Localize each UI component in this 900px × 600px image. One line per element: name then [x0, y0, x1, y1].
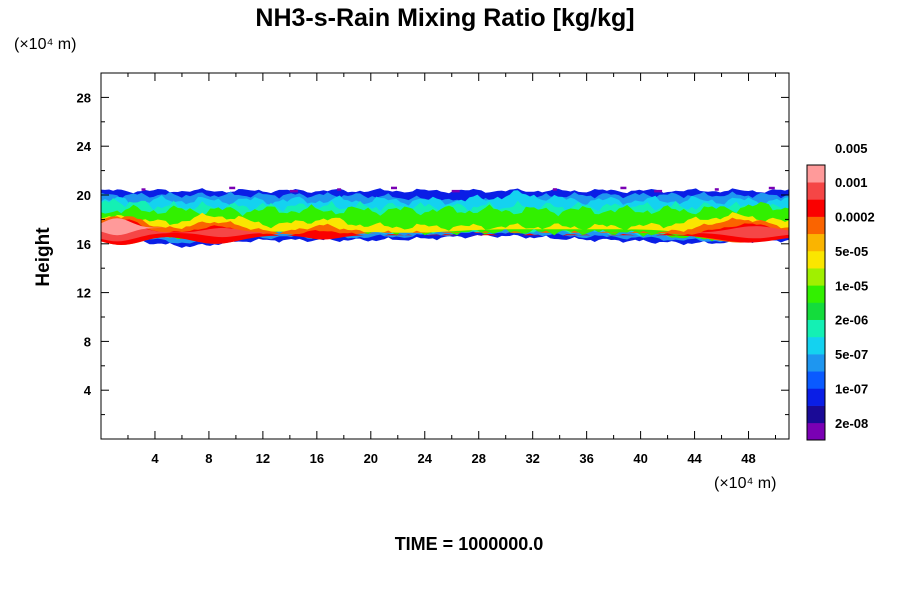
x-tick-label: 16 — [310, 451, 324, 466]
x-tick-label: 24 — [418, 451, 433, 466]
y-tick-label: 28 — [77, 90, 91, 105]
x-tick-label: 28 — [471, 451, 485, 466]
y-tick-label: 8 — [84, 334, 91, 349]
y-tick-label: 24 — [77, 139, 92, 154]
colorbar-swatch — [807, 405, 825, 424]
colorbar-label: 0.001 — [835, 175, 868, 190]
contour-speck — [391, 186, 397, 190]
colorbar: 2e-08 1e-07 5e-07 2e-06 1e-05 5e-05 0.0002 0.00… — [806, 141, 875, 441]
colorbar-swatch — [807, 336, 825, 355]
colorbar-swatch — [807, 302, 825, 320]
colorbar-swatch — [807, 388, 825, 406]
colorbar-swatch — [807, 199, 825, 217]
x-tick-label: 40 — [633, 451, 647, 466]
x-unit-label: (×10⁴ m) — [714, 475, 776, 492]
contour-speck — [141, 188, 146, 191]
colorbar-swatch — [807, 285, 825, 303]
x-tick-label: 32 — [525, 451, 539, 466]
contour-speck — [229, 186, 236, 190]
colorbar-label: 1e-05 — [835, 278, 868, 293]
colorbar-swatch — [807, 319, 825, 338]
colorbar-swatch — [807, 233, 825, 252]
plot-frame — [100, 72, 790, 440]
contour-speck — [337, 188, 342, 191]
contour-speck — [451, 189, 460, 193]
y-unit-label: (×10⁴ m) — [14, 36, 76, 53]
chart-title: NH3-s-Rain Mixing Ratio [kg/kg] — [255, 4, 634, 32]
colorbar-label: 0.005 — [835, 141, 868, 156]
colorbar-label: 5e-05 — [835, 244, 868, 259]
y-tick-label: 12 — [77, 286, 91, 301]
contour-speck — [620, 186, 627, 190]
y-tick-label: 4 — [84, 383, 92, 398]
colorbar-frame — [806, 164, 826, 441]
x-tick-label: 12 — [256, 451, 270, 466]
time-label: TIME = 1000000.0 — [395, 534, 544, 554]
contour-speck — [768, 186, 775, 190]
colorbar-swatch — [807, 371, 825, 389]
contour-band-8 — [101, 220, 789, 242]
contour-speck — [654, 189, 663, 193]
colorbar-swatch — [807, 422, 825, 441]
colorbar-swatch — [807, 216, 825, 235]
colorbar-swatch — [807, 165, 825, 183]
contour-speck — [714, 188, 719, 191]
y-tick-label: 16 — [77, 237, 91, 252]
contour-speck — [552, 188, 557, 191]
x-tick-label: 8 — [205, 451, 212, 466]
contour-speck — [289, 189, 298, 193]
colorbar-label: 0.0002 — [835, 210, 875, 225]
colorbar-swatch — [807, 182, 825, 200]
colorbar-swatch — [807, 268, 825, 286]
y-tick-label: 20 — [77, 188, 91, 203]
colorbar-swatch — [807, 354, 825, 372]
colorbar-label: 2e-06 — [835, 313, 868, 328]
x-tick-label: 48 — [741, 451, 755, 466]
x-tick-label: 44 — [687, 451, 702, 466]
x-tick-label: 20 — [364, 451, 378, 466]
colorbar-label: 2e-08 — [835, 416, 868, 431]
contour-field — [101, 186, 789, 248]
x-tick-label: 4 — [151, 451, 159, 466]
colorbar-label: 5e-07 — [835, 347, 868, 362]
x-tick-label: 36 — [579, 451, 593, 466]
y-axis-title: Height — [33, 227, 54, 287]
colorbar-swatch — [807, 250, 825, 269]
colorbar-label: 1e-07 — [835, 381, 868, 396]
